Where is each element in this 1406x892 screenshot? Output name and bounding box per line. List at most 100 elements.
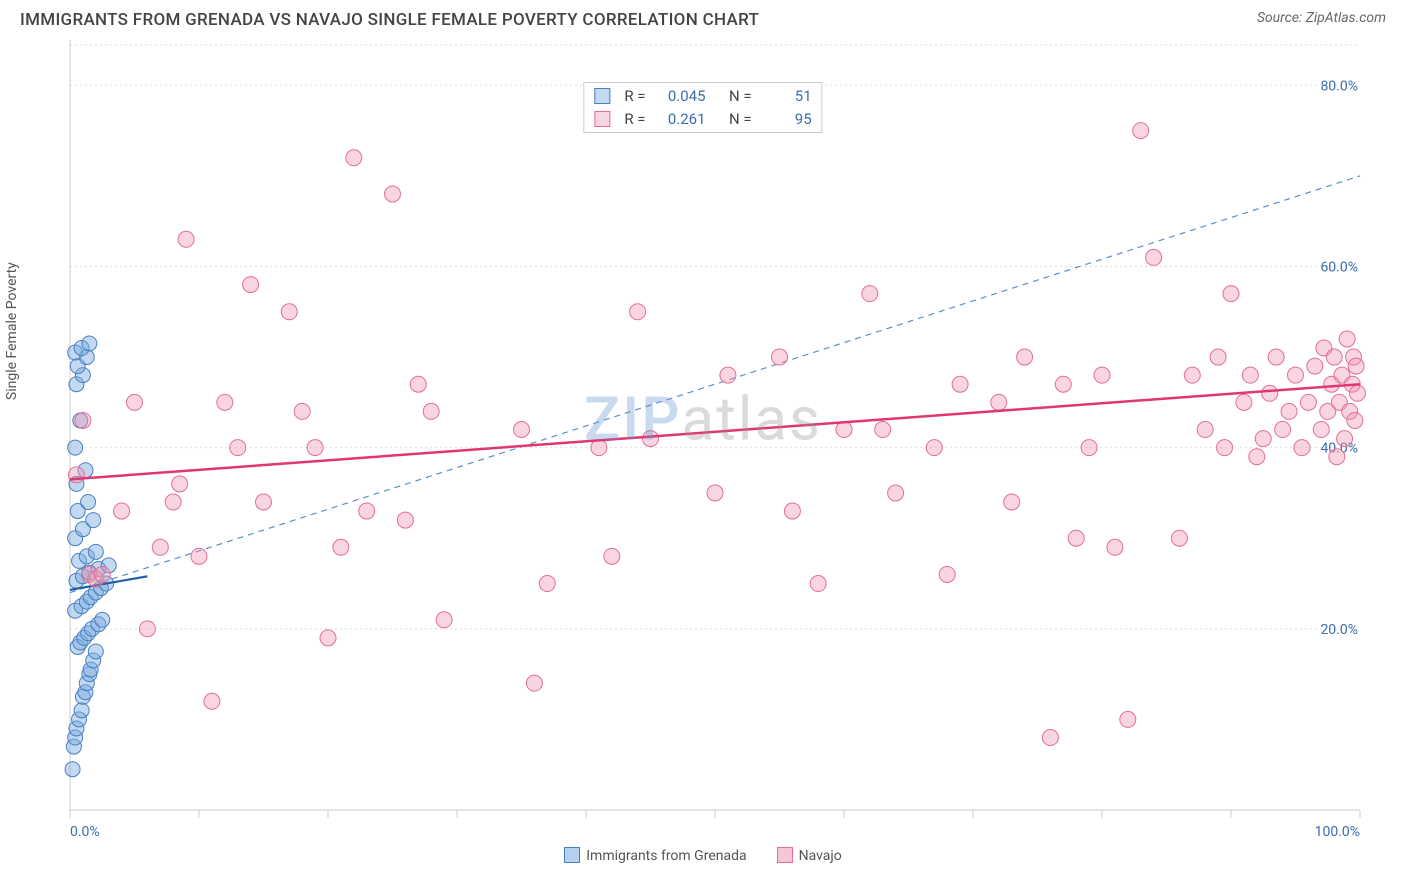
data-point bbox=[1017, 349, 1033, 365]
data-point bbox=[707, 485, 723, 501]
scatter-chart: 0.0%100.0%20.0%40.0%60.0%80.0% bbox=[20, 40, 1386, 882]
legend-item: Immigrants from Grenada bbox=[564, 847, 746, 864]
data-point bbox=[991, 394, 1007, 410]
data-point bbox=[1262, 385, 1278, 401]
data-point bbox=[397, 512, 413, 528]
data-point bbox=[1339, 331, 1355, 347]
correlation-legend: R =0.045 N =51R =0.261 N =95 bbox=[583, 82, 822, 133]
data-point bbox=[1347, 412, 1363, 428]
data-point bbox=[230, 440, 246, 456]
data-point bbox=[1120, 711, 1136, 727]
data-point bbox=[526, 675, 542, 691]
data-point bbox=[539, 576, 555, 592]
data-point bbox=[294, 403, 310, 419]
data-point bbox=[1337, 431, 1353, 447]
source-attribution: Source: ZipAtlas.com bbox=[1257, 10, 1386, 26]
data-point bbox=[1107, 539, 1123, 555]
data-point bbox=[86, 513, 101, 528]
data-point bbox=[1171, 530, 1187, 546]
data-point bbox=[88, 544, 103, 559]
data-point bbox=[1042, 730, 1058, 746]
legend-row: R =0.045 N =51 bbox=[594, 85, 811, 108]
data-point bbox=[1223, 286, 1239, 302]
data-point bbox=[75, 412, 91, 428]
data-point bbox=[1307, 358, 1323, 374]
chart-title: IMMIGRANTS FROM GRENADA VS NAVAJO SINGLE… bbox=[20, 10, 759, 30]
data-point bbox=[1184, 367, 1200, 383]
data-point bbox=[114, 503, 130, 519]
data-point bbox=[1313, 422, 1329, 438]
data-point bbox=[810, 576, 826, 592]
data-point bbox=[410, 376, 426, 392]
data-point bbox=[127, 394, 143, 410]
data-point bbox=[95, 612, 110, 627]
data-point bbox=[1197, 422, 1213, 438]
data-point bbox=[784, 503, 800, 519]
data-point bbox=[68, 440, 83, 455]
data-point bbox=[643, 431, 659, 447]
data-point bbox=[307, 440, 323, 456]
data-point bbox=[82, 336, 97, 351]
data-point bbox=[1300, 394, 1316, 410]
data-point bbox=[1348, 358, 1364, 374]
svg-text:60.0%: 60.0% bbox=[1320, 259, 1358, 275]
data-point bbox=[1288, 367, 1304, 383]
data-point bbox=[1281, 403, 1297, 419]
data-point bbox=[88, 644, 103, 659]
data-point bbox=[178, 231, 194, 247]
data-point bbox=[1329, 449, 1345, 465]
data-point bbox=[514, 422, 530, 438]
data-point bbox=[875, 422, 891, 438]
legend-item: Navajo bbox=[777, 847, 842, 864]
data-point bbox=[720, 367, 736, 383]
data-point bbox=[139, 621, 155, 637]
svg-text:0.0%: 0.0% bbox=[70, 824, 100, 840]
data-point bbox=[204, 693, 220, 709]
data-point bbox=[152, 539, 168, 555]
data-point bbox=[65, 762, 80, 777]
data-point bbox=[1255, 431, 1271, 447]
series-legend: Immigrants from Grenada Navajo bbox=[20, 847, 1386, 864]
data-point bbox=[591, 440, 607, 456]
data-point bbox=[862, 286, 878, 302]
data-point bbox=[165, 494, 181, 510]
data-point bbox=[772, 349, 788, 365]
data-point bbox=[423, 403, 439, 419]
data-point bbox=[1210, 349, 1226, 365]
data-point bbox=[1275, 422, 1291, 438]
data-point bbox=[94, 566, 110, 582]
data-point bbox=[1249, 449, 1265, 465]
trend-line bbox=[70, 384, 1360, 479]
svg-text:80.0%: 80.0% bbox=[1320, 78, 1358, 94]
data-point bbox=[346, 150, 362, 166]
data-point bbox=[1349, 385, 1365, 401]
data-point bbox=[926, 440, 942, 456]
data-point bbox=[333, 539, 349, 555]
data-point bbox=[630, 304, 646, 320]
data-point bbox=[939, 566, 955, 582]
data-point bbox=[1004, 494, 1020, 510]
y-axis-label: Single Female Poverty bbox=[4, 262, 20, 400]
data-point bbox=[359, 503, 375, 519]
data-point bbox=[1068, 530, 1084, 546]
data-point bbox=[191, 548, 207, 564]
data-point bbox=[1146, 249, 1162, 265]
data-point bbox=[1294, 440, 1310, 456]
data-point bbox=[952, 376, 968, 392]
chart-area: Single Female Poverty 0.0%100.0%20.0%40.… bbox=[20, 40, 1386, 882]
svg-text:20.0%: 20.0% bbox=[1320, 622, 1358, 638]
data-point bbox=[81, 495, 96, 510]
data-point bbox=[1081, 440, 1097, 456]
data-point bbox=[1236, 394, 1252, 410]
data-point bbox=[385, 186, 401, 202]
data-point bbox=[281, 304, 297, 320]
data-point bbox=[256, 494, 272, 510]
data-point bbox=[243, 277, 259, 293]
data-point bbox=[888, 485, 904, 501]
data-point bbox=[1094, 367, 1110, 383]
data-point bbox=[1242, 367, 1258, 383]
data-point bbox=[1055, 376, 1071, 392]
data-point bbox=[74, 703, 89, 718]
data-point bbox=[217, 394, 233, 410]
legend-row: R =0.261 N =95 bbox=[594, 108, 811, 131]
